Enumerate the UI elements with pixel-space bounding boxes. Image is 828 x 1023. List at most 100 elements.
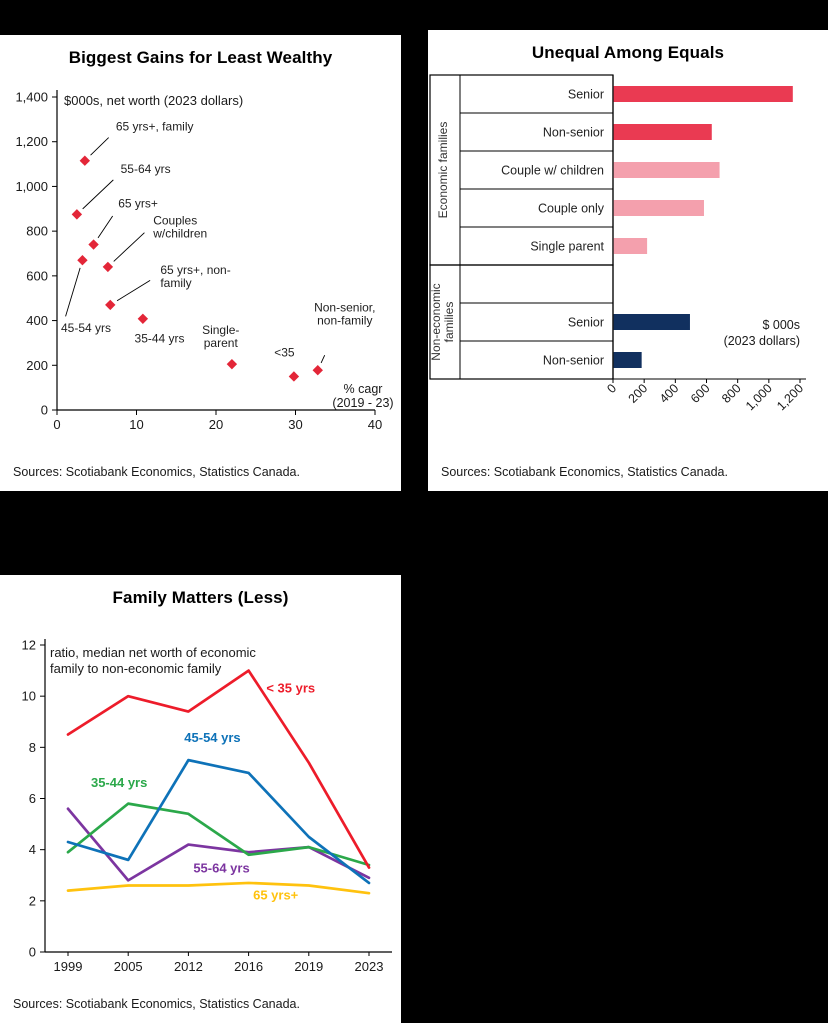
x-tick-label: 200 (626, 381, 651, 406)
series-label: 35-44 yrs (91, 775, 147, 790)
y-tick-label: 2 (29, 893, 36, 908)
axis-annotation: $000s, net worth (2023 dollars) (64, 93, 243, 108)
scatter-point (102, 261, 114, 272)
point-label: 65 yrs+, family (116, 119, 194, 133)
chart-title-biggest-gains: Biggest Gains for Least Wealthy (68, 48, 333, 67)
sources-note: Sources: Scotiabank Economics, Statistic… (13, 996, 300, 1011)
group-label: Economic families (436, 121, 450, 218)
scatter-point (88, 238, 99, 250)
line-series (66, 758, 371, 884)
point-label: 65 yrs+ (118, 196, 158, 210)
category-label: Couple only (538, 201, 605, 215)
y-tick-label: 0 (41, 402, 48, 417)
panel-unequal-among-equals: Unequal Among Equals Economic families Se… (428, 30, 828, 491)
x-tick-label: 400 (657, 381, 682, 406)
sources-note: Sources: Scotiabank Economics, Statistic… (13, 464, 300, 479)
x-tick-label: 40 (368, 417, 382, 432)
x-tick-label: 20 (209, 417, 223, 432)
bar-chart-canvas: Economic families Senior Non-senior Couple … (428, 67, 828, 465)
y-tick-label: 10 (22, 688, 36, 703)
x-tick-label: 10 (129, 417, 143, 432)
y-tick-label: 1,400 (15, 89, 48, 104)
sources-note: Sources: Scotiabank Economics, Statistic… (441, 464, 728, 479)
series-label: 65 yrs+ (253, 887, 299, 902)
x-tick-label: 1999 (54, 959, 83, 974)
group-label: Non-economic (429, 283, 443, 360)
y-tick-label: 8 (29, 739, 36, 754)
y-tick-label: 600 (26, 268, 48, 283)
point-label: Non-senior, non-family (314, 300, 375, 327)
group-label: families (442, 301, 456, 342)
x-tick-label: 2023 (355, 959, 384, 974)
axis-annotation: $ 000s (2023 dollars) (724, 318, 800, 348)
x-tick-label: 0 (604, 381, 619, 396)
line-series (66, 801, 371, 866)
point-label: Single-parent (202, 323, 239, 350)
x-tick-label: 600 (688, 381, 713, 406)
axis-annotation: ratio, median net worth of economic famil… (50, 645, 256, 676)
panel-family-matters: Family Matters (Less) 0 2 4 6 8 10 12 1999 2005 2… (0, 575, 401, 1023)
x-tick-label: 0 (53, 417, 60, 432)
chart-title-family-matters: Family Matters (Less) (112, 588, 289, 607)
y-tick-label: 1,000 (15, 178, 48, 193)
y-tick-label: 800 (26, 223, 48, 238)
category-label: Couple w/ children (501, 163, 604, 177)
bar (613, 161, 720, 178)
x-tick-label: 2019 (294, 959, 323, 974)
line-series (66, 881, 371, 895)
y-tick-label: 1,200 (15, 134, 48, 149)
line-chart-canvas: 0 2 4 6 8 10 12 1999 2005 2012 2016 2019 2023 ratio, … (0, 612, 401, 997)
series-label: 45-54 yrs (184, 730, 240, 745)
category-label: Senior (568, 87, 604, 101)
chart-title-unequal-among-equals: Unequal Among Equals (531, 43, 725, 62)
category-label: Senior (568, 315, 604, 329)
scatter-point (79, 155, 91, 166)
x-tick-label: 1,200 (774, 381, 806, 413)
category-label: Single parent (530, 239, 604, 253)
category-label: Non-senior (543, 353, 604, 367)
bar (613, 313, 690, 330)
point-label: 35-44 yrs (135, 331, 185, 345)
bar (613, 85, 793, 102)
x-tick-label: 1,000 (743, 381, 775, 413)
y-tick-label: 200 (26, 357, 48, 372)
x-tick-label: 800 (719, 381, 744, 406)
x-tick-label: 2012 (174, 959, 203, 974)
y-tick-label: 12 (22, 637, 36, 652)
point-label: 45-54 yrs (61, 320, 111, 334)
y-tick-label: 4 (29, 842, 36, 857)
panel-biggest-gains: Biggest Gains for Least Wealthy 0 200 400 6… (0, 35, 401, 491)
scatter-point (71, 208, 83, 220)
point-label: <35 (274, 345, 295, 359)
line-series (66, 806, 371, 882)
scatter-point (105, 299, 116, 310)
point-label: 65 yrs+, non-family (160, 263, 230, 290)
line-series (66, 668, 371, 869)
y-tick-label: 400 (26, 313, 48, 328)
series-label: 55-64 yrs (193, 860, 249, 875)
scatter-plot-svg: 0 200 400 600 800 1,000 1,200 1,400 0 10 20 30 40 $00… (15, 89, 393, 432)
scatter-point (226, 358, 238, 369)
scatter-point (288, 370, 300, 382)
y-tick-label: 0 (29, 944, 36, 959)
x-tick-label: 30 (288, 417, 302, 432)
scatter-point (77, 254, 88, 265)
category-label: Non-senior (543, 125, 604, 139)
bar (613, 351, 642, 368)
x-axis-label: % cagr (2019 - 23) (332, 382, 393, 410)
bar (613, 237, 648, 254)
bar-plot-svg: Economic families Senior Non-senior Couple … (429, 73, 806, 413)
bar (613, 199, 704, 216)
point-label: Couples w/children (152, 213, 207, 240)
y-tick-label: 6 (29, 791, 36, 806)
x-tick-label: 2016 (234, 959, 263, 974)
point-label: 55-64 yrs (121, 162, 171, 176)
scatter-chart-canvas: 0 200 400 600 800 1,000 1,200 1,400 0 10 20 30 40 $00… (0, 72, 401, 465)
bar (613, 123, 712, 140)
scatter-point (312, 364, 323, 375)
x-tick-label: 2005 (114, 959, 143, 974)
series-label: < 35 yrs (266, 680, 315, 695)
line-plot-svg: 0 2 4 6 8 10 12 1999 2005 2012 2016 2019 2023 ratio, … (22, 637, 392, 974)
scatter-point (137, 313, 149, 324)
